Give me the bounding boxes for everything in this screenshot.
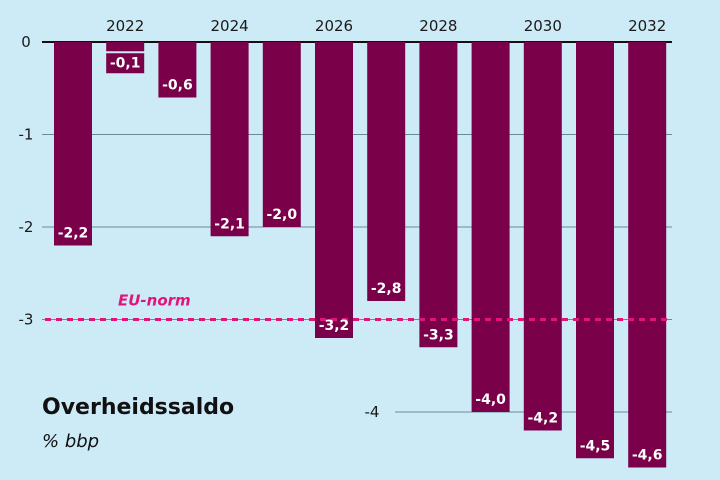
bars (54, 42, 667, 468)
bar-value-label: -2,2 (58, 226, 89, 242)
bar (367, 42, 406, 301)
bar-value-label: -2,1 (214, 216, 245, 232)
y-tick-label: 0 (21, 33, 31, 51)
bar (471, 42, 510, 412)
bar-value-labels: -2,2 -0,1 -0,6 -2,1 -2,0 -3,2 -2,8 -3,3 -4,0 -4,2… (58, 53, 663, 464)
bar-value-label: -0,1 (110, 55, 141, 71)
x-tick-label: 2022 (106, 17, 144, 35)
chart-subtitle: % bbp (42, 431, 99, 452)
bar-label-background (106, 53, 145, 74)
x-tick-label: 2024 (211, 17, 249, 35)
bar (419, 42, 458, 348)
y-tick-label: -1 (19, 126, 34, 144)
bar-value-label: -0,6 (162, 78, 193, 94)
y-axis-labels: 0 -1 -2 -3 -4 (19, 33, 380, 421)
chart-title: Overheidssaldo (42, 395, 234, 420)
bar (262, 42, 301, 227)
bar (628, 42, 667, 468)
x-tick-label: 2032 (628, 17, 666, 35)
bar (576, 42, 614, 459)
bar (210, 42, 249, 237)
bar-value-label: -2,8 (371, 281, 402, 297)
y-tick-label: -3 (19, 311, 34, 329)
bar-value-label: -4,5 (580, 438, 611, 454)
bar-value-label: -3,2 (319, 318, 350, 334)
bar (54, 42, 92, 246)
bar-value-label: -4,0 (475, 392, 506, 408)
bar (158, 42, 197, 98)
x-tick-label: 2028 (419, 17, 457, 35)
y-tick-label: -2 (19, 218, 34, 236)
eu-norm-label: EU-norm (118, 292, 191, 310)
bar-value-label: -3,3 (423, 327, 454, 343)
x-axis-labels: 2022 2024 2026 2028 2030 2032 (106, 17, 666, 35)
x-tick-label: 2030 (524, 17, 562, 35)
bar-value-label: -4,6 (632, 448, 663, 464)
reference-line: EU-norm (45, 292, 672, 321)
bar-value-label: -4,2 (527, 411, 558, 427)
x-tick-label: 2026 (315, 17, 353, 35)
y-tick-label: -4 (365, 403, 380, 421)
bar (315, 42, 353, 338)
bar (523, 42, 562, 431)
bar (106, 42, 145, 52)
bar-value-label: -2,0 (266, 207, 297, 223)
